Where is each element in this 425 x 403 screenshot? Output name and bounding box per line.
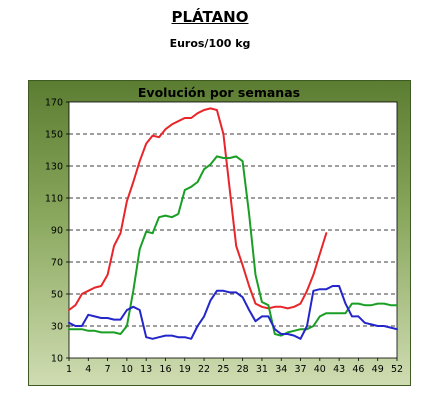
page-title: PLÁTANO — [171, 8, 249, 26]
chart-title: Evolución por semanas — [138, 85, 300, 100]
x-tick-label: 25 — [217, 364, 229, 375]
x-tick-label: 28 — [237, 364, 249, 375]
x-tick-label: 52 — [391, 364, 403, 375]
y-tick-label: 30 — [51, 322, 63, 333]
series-line-3 — [68, 285, 398, 340]
x-tick-label: 46 — [352, 364, 364, 375]
y-tick-label: 90 — [51, 226, 63, 237]
y-axis-ticks: 10 30 50 70 90 110 130 150 170 — [45, 98, 69, 365]
y-tick-label: 170 — [45, 98, 63, 109]
x-tick-label: 1 — [66, 364, 72, 375]
x-tick-label: 34 — [275, 364, 287, 375]
series-line-2 — [68, 155, 398, 337]
x-tick-label: 40 — [314, 364, 326, 375]
y-tick-label: 50 — [51, 290, 63, 301]
line-chart: Evolución por semanas 103050709011013015… — [45, 85, 403, 375]
x-tick-label: 16 — [159, 364, 171, 375]
x-tick-label: 22 — [198, 364, 210, 375]
unit-subtitle: Euros/100 kg — [169, 37, 251, 50]
x-tick-label: 49 — [372, 364, 384, 375]
x-tick-label: 4 — [85, 364, 91, 375]
x-tick-label: 10 — [121, 364, 133, 375]
y-tick-label: 10 — [51, 354, 63, 365]
x-tick-label: 13 — [140, 364, 152, 375]
y-tick-label: 150 — [45, 130, 63, 141]
x-tick-label: 7 — [105, 364, 111, 375]
x-tick-label: 37 — [294, 364, 306, 375]
x-tick-label: 43 — [333, 364, 345, 375]
y-tick-label: 130 — [45, 162, 63, 173]
chart-panel: Evolución por semanas 10 30 50 70 90 110 130 15… — [28, 80, 411, 386]
y-tick-label: 110 — [45, 194, 63, 205]
y-tick-label: 70 — [51, 258, 63, 269]
x-tick-label: 19 — [179, 364, 191, 375]
x-tick-label: 31 — [256, 364, 268, 375]
series-line-1 — [68, 107, 328, 311]
x-axis-ticks: 1 4 7 10 13 16 19 22 25 28 31 34 37 40 43 46 49 52 — [66, 358, 403, 375]
series-lines — [68, 107, 398, 340]
